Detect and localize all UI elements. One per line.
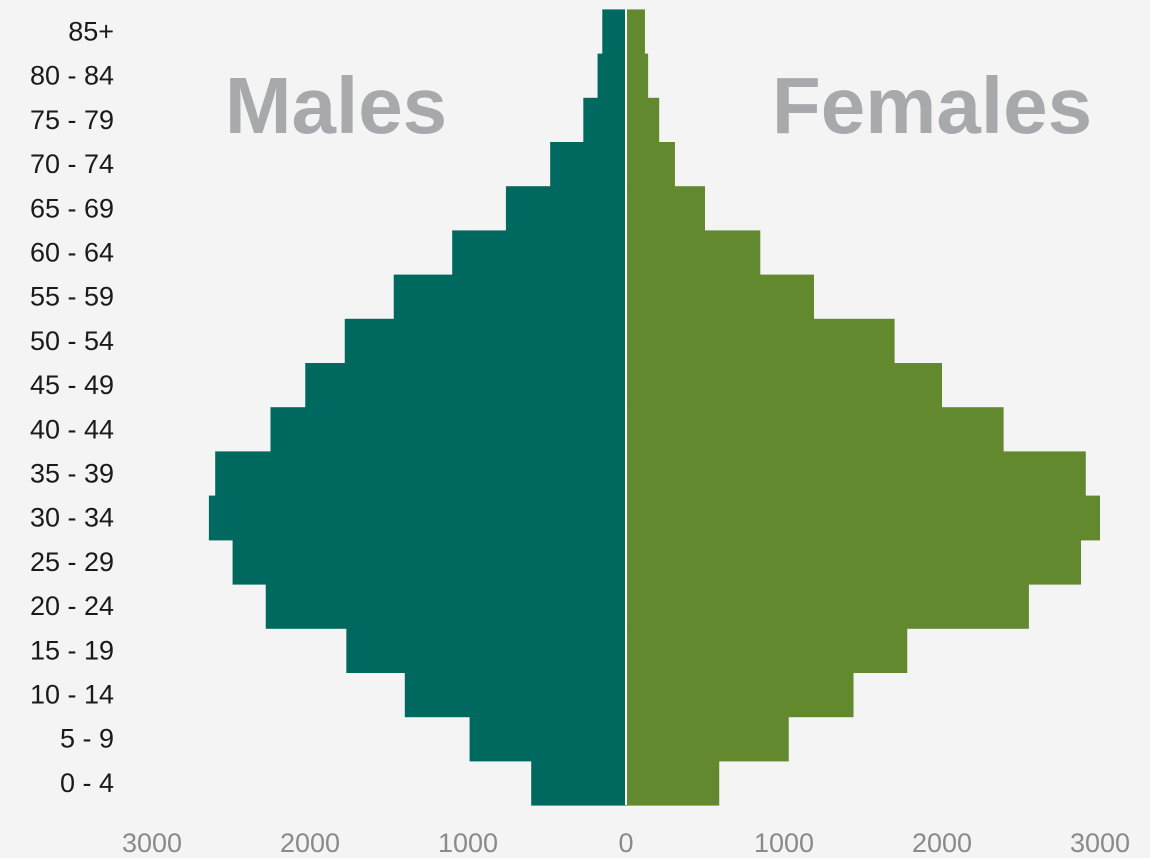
age-group-label: 35 - 39 [30, 459, 114, 489]
females-title: Females [772, 61, 1092, 150]
female-bar [626, 584, 1029, 629]
age-group-label: 60 - 64 [30, 238, 114, 268]
male-bar [602, 9, 626, 55]
age-group-label: 20 - 24 [30, 591, 114, 621]
male-bar [583, 97, 626, 143]
male-bar [393, 274, 626, 320]
age-group-label: 40 - 44 [30, 414, 114, 444]
x-tick-label: 3000 [1070, 828, 1130, 858]
female-bar [626, 142, 675, 187]
age-group-label: 65 - 69 [30, 193, 114, 223]
x-tick-label: 3000 [122, 828, 182, 858]
male-bar [232, 539, 626, 585]
x-tick-label: 2000 [280, 828, 340, 858]
male-bar [404, 672, 626, 718]
female-bar [626, 363, 942, 408]
male-bar [550, 142, 626, 187]
x-tick-label: 1000 [754, 828, 814, 858]
age-group-label: 55 - 59 [30, 282, 114, 312]
category-labels: 0 - 4 5 - 9 10 - 14 15 - 19 20 - 24 25 - 29 30… [30, 17, 114, 798]
female-bar [626, 230, 761, 276]
female-bar [626, 407, 1004, 452]
male-bar [208, 495, 626, 541]
age-group-label: 30 - 34 [30, 503, 114, 533]
age-group-label: 10 - 14 [30, 680, 114, 710]
female-bar [626, 318, 895, 364]
male-bar [215, 451, 626, 497]
x-tick-label: 0 [618, 828, 633, 858]
female-bar [626, 716, 789, 762]
female-bar [626, 628, 908, 673]
age-group-label: 15 - 19 [30, 635, 114, 665]
age-group-label: 70 - 74 [30, 149, 114, 179]
x-tick-labels: 3000 2000 1000 0 1000 2000 3000 [122, 828, 1130, 858]
female-bar [626, 97, 660, 143]
male-bar [344, 318, 626, 364]
age-group-label: 45 - 49 [30, 370, 114, 400]
age-group-label: 85+ [68, 17, 114, 47]
age-group-label: 0 - 4 [60, 768, 114, 798]
age-group-label: 80 - 84 [30, 61, 114, 91]
male-bar [505, 186, 626, 231]
male-bar [452, 230, 626, 276]
male-bar [346, 628, 626, 673]
age-group-label: 50 - 54 [30, 326, 114, 356]
female-bar [626, 186, 705, 231]
male-bar [270, 407, 626, 452]
female-bar [626, 760, 720, 806]
male-bar [469, 716, 626, 762]
x-tick-label: 1000 [438, 828, 498, 858]
female-bar [626, 9, 645, 55]
bars-group [208, 9, 1100, 806]
female-bar [626, 539, 1082, 585]
female-bar [626, 53, 649, 99]
female-bar [626, 495, 1100, 541]
male-bar [597, 53, 626, 99]
female-bar [626, 274, 815, 320]
male-bar [265, 584, 626, 629]
female-bar [626, 672, 854, 718]
age-group-label: 75 - 79 [30, 105, 114, 135]
age-group-label: 25 - 29 [30, 547, 114, 577]
age-group-label: 5 - 9 [60, 724, 114, 754]
male-bar [305, 363, 626, 408]
males-title: Males [225, 61, 447, 150]
female-bar [626, 451, 1086, 497]
x-tick-label: 2000 [912, 828, 972, 858]
male-bar [531, 760, 626, 806]
